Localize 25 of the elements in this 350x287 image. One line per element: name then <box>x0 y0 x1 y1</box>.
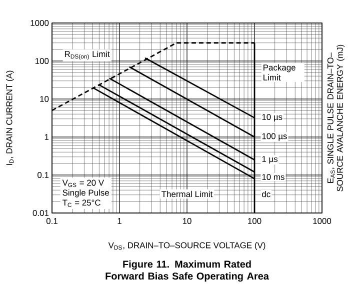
annotation: Single Pulse <box>62 189 109 198</box>
y-tick-label: 100 <box>35 58 49 64</box>
annotation: R$_{DS(on)}$ Limit <box>64 50 110 60</box>
x-tick-label: 10 <box>182 218 192 224</box>
y-tick-label: 0.1 <box>38 172 49 178</box>
annotation: T$_{C}$ = 25°C <box>62 200 100 208</box>
x-tick-label: 1000 <box>313 218 332 224</box>
y-tick-label: 10 <box>40 96 49 102</box>
x-axis-title: V$_{DS}$, DRAIN–TO–SOURCE VOLTAGE (V) <box>108 242 266 250</box>
x-tick-label: 0.1 <box>46 218 58 224</box>
annotation: Package Limit <box>264 64 296 80</box>
x-tick-label: 1 <box>118 218 122 224</box>
annotation: V$_{GS}$ = 20 V <box>62 180 104 188</box>
series-label: 10 ms <box>262 174 284 180</box>
x-tick-label: 100 <box>248 218 262 224</box>
series-label: 10 µs <box>262 114 282 122</box>
series-label: dc <box>262 190 270 198</box>
series-label: 1 µs <box>262 156 278 164</box>
y-tick-label: 1 <box>44 134 49 140</box>
y-axis-title: I$_{D}$, DRAIN CURRENT (A) <box>6 70 14 166</box>
series-label: 100 µs <box>262 133 287 141</box>
text: Figure 11. Maximum Rated Forward Bias Safe Operating Area <box>106 260 269 282</box>
annotation: Thermal Limit <box>162 190 213 198</box>
y-tick-label: 1000 <box>30 20 49 26</box>
y-tick-label: 0.01 <box>32 210 49 216</box>
